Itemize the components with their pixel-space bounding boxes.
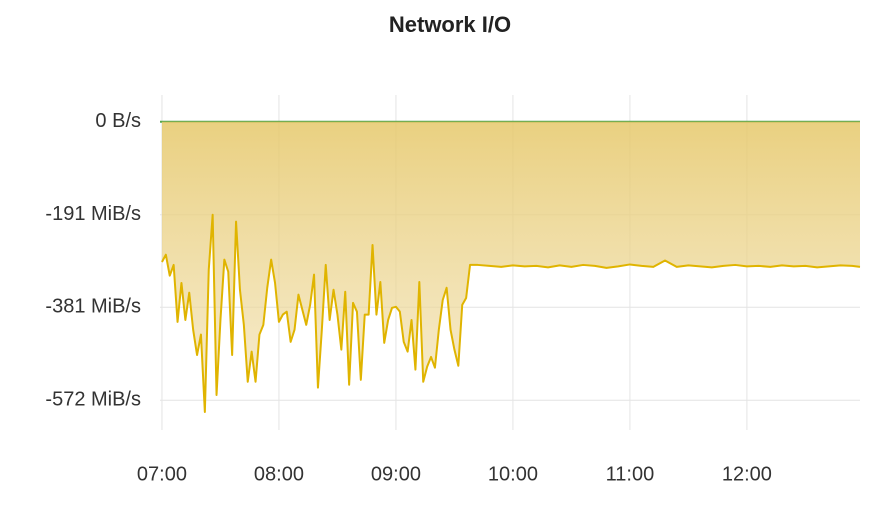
chart-title: Network I/O — [389, 12, 511, 37]
y-tick-label: -572 MiB/s — [45, 389, 141, 411]
y-tick-label: -191 MiB/s — [45, 203, 141, 225]
x-tick-label: 09:00 — [371, 463, 421, 485]
y-tick-label: -381 MiB/s — [45, 296, 141, 318]
line — [161, 213, 861, 413]
x-tick-label: 08:00 — [254, 463, 304, 485]
x-tick-label: 11:00 — [606, 463, 655, 485]
x-tick-label: 10:00 — [488, 463, 538, 485]
x-tick-label: 12:00 — [722, 463, 772, 485]
y-tick-label: 0 B/s — [95, 110, 141, 132]
area — [161, 121, 861, 412]
x-tick-label: 07:00 — [137, 463, 187, 485]
